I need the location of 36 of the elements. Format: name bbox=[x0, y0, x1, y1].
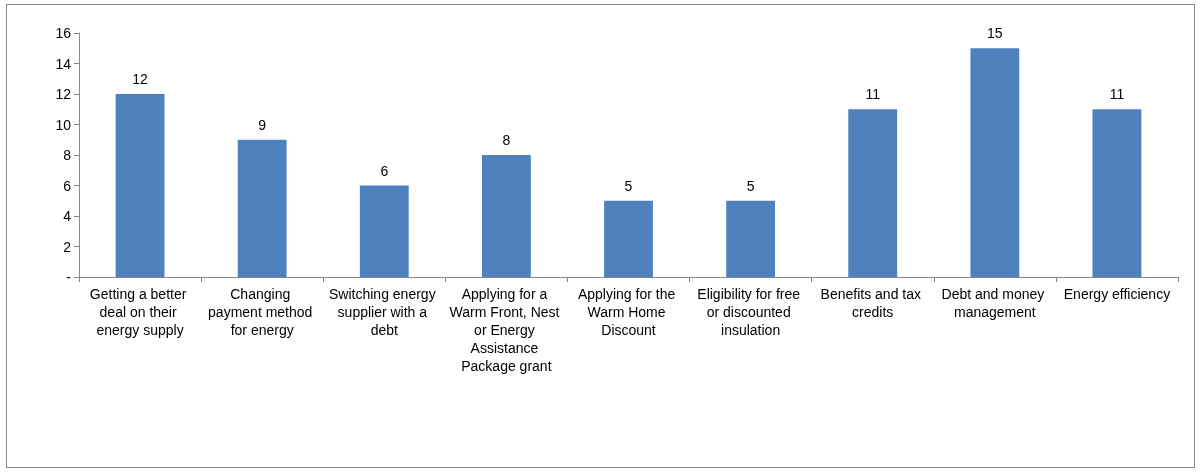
data-label: 5 bbox=[746, 177, 755, 194]
bar bbox=[848, 109, 898, 277]
x-tick-label: Switching energy supplier with a debt bbox=[329, 286, 440, 338]
x-tick-label: Energy efficiency bbox=[1063, 286, 1171, 302]
data-label: 6 bbox=[380, 162, 389, 179]
bar bbox=[237, 139, 287, 277]
x-tick-label: Getting a better deal on their energy supply bbox=[89, 286, 191, 338]
x-tick-label: Changing payment method for energy bbox=[208, 286, 317, 338]
y-tick-label: - bbox=[66, 269, 72, 285]
bar bbox=[359, 185, 409, 277]
bar bbox=[1092, 109, 1142, 277]
y-tick-label: 16 bbox=[55, 25, 72, 41]
data-label: 12 bbox=[132, 71, 149, 87]
data-label: 15 bbox=[987, 25, 1003, 42]
data-label: 9 bbox=[258, 116, 267, 133]
bar bbox=[604, 200, 653, 277]
y-tick-label: 8 bbox=[63, 147, 72, 163]
bar bbox=[970, 48, 1020, 277]
bar bbox=[115, 94, 165, 277]
data-label: 11 bbox=[1109, 86, 1125, 103]
x-tick-label: Debt and money management bbox=[941, 286, 1049, 320]
y-tick-label: 4 bbox=[63, 208, 72, 224]
bar bbox=[726, 200, 776, 277]
y-tick-label: 12 bbox=[55, 86, 72, 102]
y-tick-label: 14 bbox=[55, 55, 72, 72]
x-tick-label: Eligibility for free or discounted insulation bbox=[697, 286, 804, 338]
data-label: 11 bbox=[865, 86, 881, 103]
x-tick-label: Applying for a Warm Front, Nest or Energy Assistance Package grant bbox=[449, 286, 564, 374]
y-tick-label: 6 bbox=[63, 177, 72, 194]
data-label: 8 bbox=[502, 132, 511, 148]
x-tick-label: Benefits and tax credits bbox=[820, 286, 925, 320]
y-tick-label: 2 bbox=[63, 238, 72, 255]
bar bbox=[481, 155, 531, 277]
x-tick-label: Applying for the Warm Home Discount bbox=[577, 286, 680, 338]
data-label: 5 bbox=[624, 177, 633, 194]
y-tick-label: 10 bbox=[55, 116, 72, 133]
